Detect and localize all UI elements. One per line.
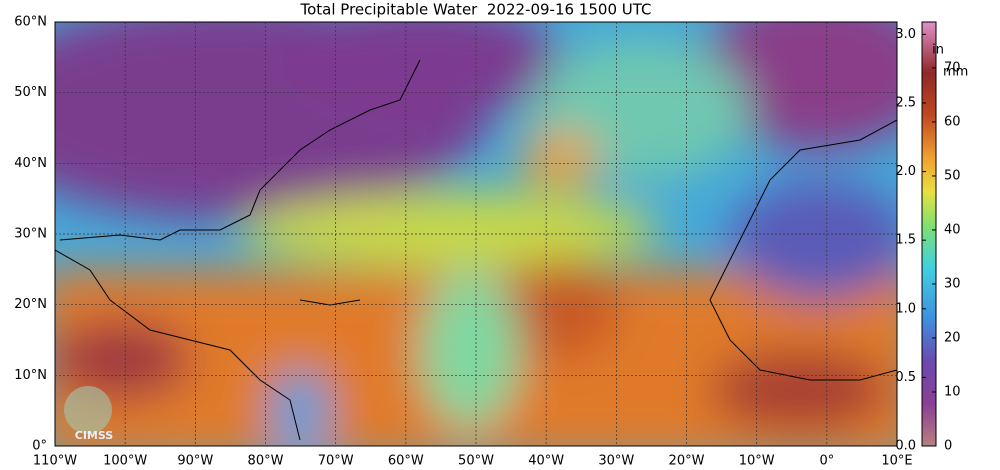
lat-label: 40°N: [14, 156, 47, 171]
colorbar-mm-label: 70: [944, 60, 961, 75]
colorbar-in-label: 1.5: [895, 233, 916, 248]
colorbar-in-label: 3.0: [895, 27, 916, 42]
colorbar: [921, 21, 937, 447]
lon-label: 0°: [819, 454, 834, 469]
lon-label: 10°E: [881, 454, 912, 469]
colorbar-mm-unit: mm: [943, 65, 968, 80]
colorbar-mm-label: 20: [944, 330, 961, 345]
lon-label: 60°W: [388, 454, 424, 469]
lon-label: 80°W: [248, 454, 284, 469]
lat-label: 50°N: [14, 85, 47, 100]
lon-label: 70°W: [318, 454, 354, 469]
lat-label: 20°N: [14, 297, 47, 312]
lon-label: 10°W: [739, 454, 775, 469]
lon-label: 40°W: [528, 454, 564, 469]
title: Total Precipitable Water 2022-09-16 1500…: [299, 1, 651, 19]
logo: CIMSS: [64, 386, 113, 442]
colorbar-in-label: 0.5: [895, 370, 916, 385]
colorbar-mm-label: 10: [944, 384, 961, 399]
colorbar-mm-label: 30: [944, 276, 961, 291]
lat-label: 0°: [32, 439, 47, 454]
lon-label: 30°W: [598, 454, 634, 469]
lon-label: 90°W: [177, 454, 213, 469]
colorbar-mm-label: 60: [944, 114, 961, 129]
colorbar-in-label: 0.0: [895, 439, 916, 454]
colorbar-mm-label: 50: [944, 168, 961, 183]
lon-label: 100°W: [103, 454, 147, 469]
lat-label: 30°N: [14, 227, 47, 242]
colorbar-in-label: 2.5: [895, 95, 916, 110]
colorbar-mm-label: 40: [944, 222, 961, 237]
colorbar-in-label: 1.0: [895, 301, 916, 316]
lon-label: 110°W: [33, 454, 77, 469]
lon-label: 50°W: [458, 454, 494, 469]
tpw-field: [55, 22, 897, 446]
lon-label: 20°W: [669, 454, 705, 469]
colorbar-mm-label: 0: [944, 439, 952, 454]
lat-label: 10°N: [14, 368, 47, 383]
logo-text: CIMSS: [75, 429, 114, 442]
lat-label: 60°N: [14, 15, 47, 30]
colorbar-in-label: 2.0: [895, 164, 916, 179]
colorbar-in-unit: in: [932, 43, 944, 58]
